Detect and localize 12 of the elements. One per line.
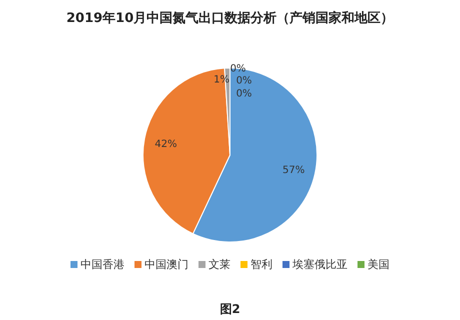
caption: 图2	[220, 302, 240, 316]
data-label: 57%	[282, 165, 305, 176]
data-label: 42%	[154, 138, 178, 150]
legend-label: 美国	[368, 258, 390, 271]
chart-title: 2019年10月中国氮气出口数据分析（产销国家和地区）	[66, 10, 394, 26]
text: 0%	[236, 88, 252, 100]
legend-label: 埃塞俄比亚	[292, 258, 348, 271]
legend-label: 中国澳门	[144, 258, 188, 271]
legend-label: 文莱	[208, 258, 230, 271]
legend-label: 智利	[250, 258, 272, 271]
legend-label: 中国香港	[80, 258, 124, 271]
text: 0%	[236, 76, 252, 87]
